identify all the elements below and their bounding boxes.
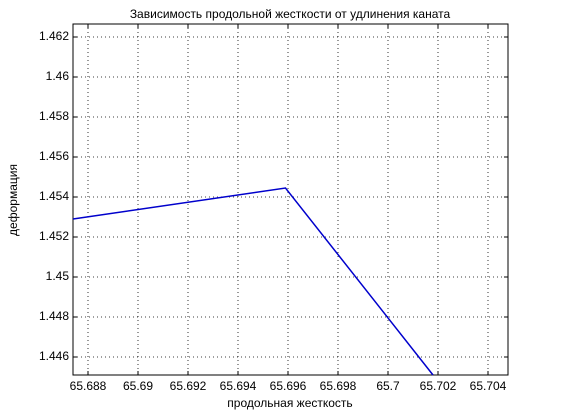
chart-title: Зависимость продольной жесткости от удли… xyxy=(130,7,451,21)
y-tick-label: 1.45 xyxy=(46,269,70,283)
y-tick-label: 1.446 xyxy=(39,349,69,363)
line xyxy=(72,187,434,376)
x-tick-label: 65.69 xyxy=(123,379,153,393)
x-tick-label: 65.694 xyxy=(220,379,257,393)
y-tick-label: 1.46 xyxy=(46,69,70,83)
plot-frame xyxy=(72,23,509,376)
y-tick-label: 1.452 xyxy=(39,229,69,243)
y-tick-label: 1.462 xyxy=(39,29,69,43)
y-axis-label: деформация xyxy=(6,164,20,236)
x-tick-label: 65.692 xyxy=(170,379,207,393)
y-tick-label: 1.448 xyxy=(39,309,69,323)
y-tick-label: 1.454 xyxy=(39,189,69,203)
x-tick-label: 65.7 xyxy=(376,379,400,393)
y-tick-label: 1.456 xyxy=(39,149,69,163)
x-tick-label: 65.698 xyxy=(320,379,357,393)
x-tick-label: 65.688 xyxy=(70,379,107,393)
x-axis-label: продольная жесткость xyxy=(227,396,352,410)
x-tick-label: 65.702 xyxy=(420,379,457,393)
x-tick-label: 65.704 xyxy=(470,379,507,393)
y-tick-label: 1.458 xyxy=(39,109,69,123)
x-tick-label: 65.696 xyxy=(270,379,307,393)
